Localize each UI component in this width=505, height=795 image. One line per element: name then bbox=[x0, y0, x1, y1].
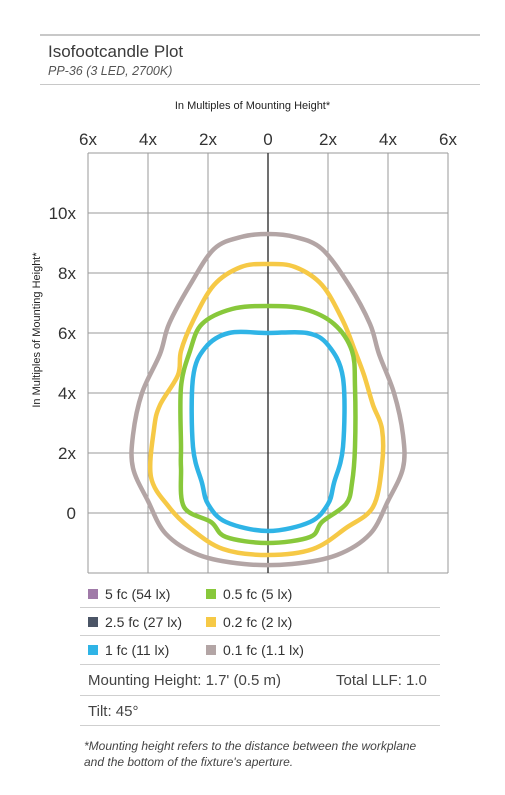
legend-swatch bbox=[88, 589, 98, 599]
legend-item: 0.1 fc (1.1 lx) bbox=[206, 642, 304, 658]
iso-curve bbox=[189, 329, 347, 534]
info-divider bbox=[80, 725, 440, 726]
y-tick-label: 0 bbox=[67, 504, 76, 523]
iso-curve bbox=[178, 303, 358, 546]
y-tick-label: 4x bbox=[58, 384, 76, 403]
legend-item: 0.5 fc (5 lx) bbox=[206, 586, 292, 602]
legend-swatch bbox=[206, 617, 216, 627]
legend-item: 1 fc (11 lx) bbox=[88, 642, 169, 658]
legend-label: 5 fc (54 lx) bbox=[105, 586, 171, 602]
legend-label: 1 fc (11 lx) bbox=[105, 642, 170, 658]
legend-divider bbox=[80, 635, 440, 636]
isofootcandle-plot: 6x 4x 2x 0 2x 4x 6x 0 2x 4x 6x 8x 10x bbox=[49, 130, 458, 574]
legend-row: 2.5 fc (27 lx) 0.2 fc (2 lx) bbox=[88, 614, 448, 636]
x-tick-label: 4x bbox=[139, 130, 157, 149]
top-rule bbox=[40, 34, 480, 36]
legend-label: 0.5 fc (5 lx) bbox=[223, 586, 293, 602]
legend-divider bbox=[80, 664, 440, 665]
plot-curves bbox=[129, 231, 407, 568]
x-tick-label: 2x bbox=[199, 130, 217, 149]
iso-curve bbox=[147, 261, 386, 558]
legend-label: 2.5 fc (27 lx) bbox=[105, 614, 183, 630]
info-divider bbox=[80, 695, 440, 696]
legend-label: 0.2 fc (2 lx) bbox=[223, 614, 293, 630]
y-tick-label: 10x bbox=[49, 204, 77, 223]
plot-ticks: 6x 4x 2x 0 2x 4x 6x 0 2x 4x 6x 8x 10x bbox=[49, 130, 458, 523]
chart-title: Isofootcandle Plot bbox=[48, 42, 184, 61]
x-tick-label: 4x bbox=[379, 130, 397, 149]
x-tick-label: 2x bbox=[319, 130, 337, 149]
tilt: Tilt: 45° bbox=[88, 703, 139, 720]
y-tick-label: 8x bbox=[58, 264, 76, 283]
x-tick-label: 6x bbox=[79, 130, 97, 149]
legend-item: 0.2 fc (2 lx) bbox=[206, 614, 292, 630]
total-llf: Total LLF: 1.0 bbox=[336, 672, 427, 689]
y-tick-label: 2x bbox=[58, 444, 76, 463]
x-tick-label: 6x bbox=[439, 130, 457, 149]
legend-label: 0.1 fc (1.1 lx) bbox=[223, 642, 304, 658]
chart-subtitle: PP-36 (3 LED, 2700K) bbox=[48, 64, 173, 78]
mounting-height: Mounting Height: 1.7' (0.5 m) bbox=[88, 672, 281, 689]
x-tick-label: 0 bbox=[263, 130, 272, 149]
legend-divider bbox=[80, 607, 440, 608]
title-rule bbox=[40, 84, 480, 85]
legend-swatch bbox=[206, 589, 216, 599]
legend-swatch bbox=[206, 645, 216, 655]
legend-row: 5 fc (54 lx) 0.5 fc (5 lx) bbox=[88, 586, 448, 608]
x-axis-title: In Multiples of Mounting Height* bbox=[174, 100, 331, 112]
y-tick-label: 6x bbox=[58, 324, 76, 343]
legend-row: 1 fc (11 lx) 0.1 fc (1.1 lx) bbox=[88, 642, 448, 664]
legend-swatch bbox=[88, 617, 98, 627]
legend-item: 5 fc (54 lx) bbox=[88, 586, 170, 602]
iso-curve bbox=[129, 231, 407, 568]
legend-swatch bbox=[88, 645, 98, 655]
legend-item: 2.5 fc (27 lx) bbox=[88, 614, 182, 630]
footnote: *Mounting height refers to the distance … bbox=[84, 739, 417, 769]
plot-grid bbox=[87, 152, 449, 574]
